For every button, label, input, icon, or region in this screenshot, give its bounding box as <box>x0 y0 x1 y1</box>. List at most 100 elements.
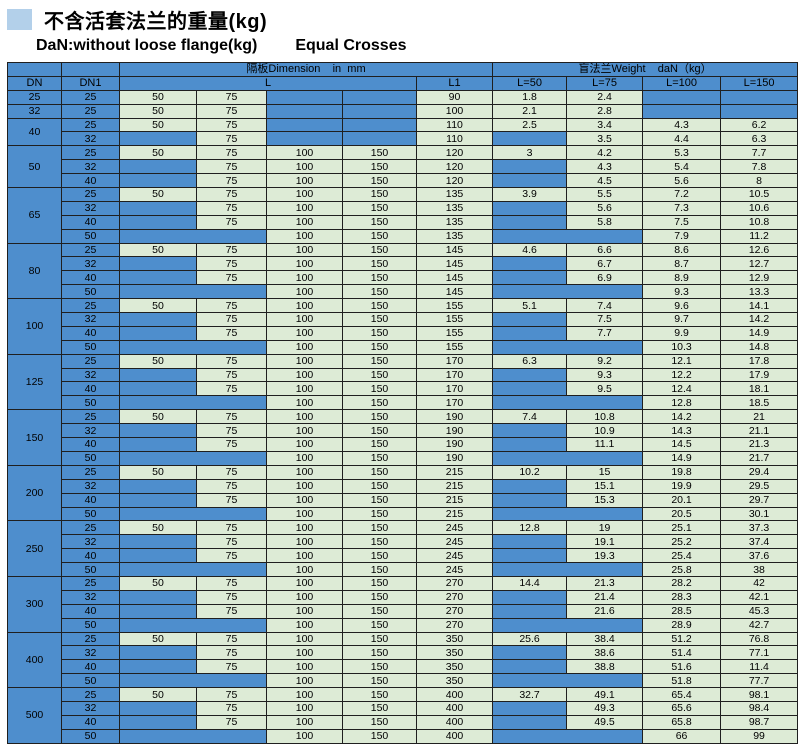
l-dimension-cell: 150 <box>342 409 417 425</box>
l-dimension-cell: 100 <box>266 270 343 286</box>
l-dimension-cell: 100 <box>266 423 343 439</box>
l-dimension-cell: 75 <box>196 423 267 439</box>
weight-cell: 6.2 <box>720 117 799 133</box>
l-dimension-cell: 75 <box>196 242 267 258</box>
l1-cell: 270 <box>415 589 494 605</box>
l-dimension-cell: 100 <box>266 645 343 661</box>
weight-cell: 10.6 <box>720 200 799 216</box>
l1-cell: 400 <box>415 687 494 702</box>
weight-cell: 11.1 <box>566 437 644 452</box>
l1-cell: 215 <box>415 478 494 494</box>
blank-cell <box>492 270 568 286</box>
l-dimension-cell: 100 <box>266 395 343 411</box>
l1-cell: 350 <box>415 645 494 661</box>
dn1-cell: 40 <box>61 548 120 564</box>
l-dimension-cell: 150 <box>342 423 417 439</box>
table-row: 50 100 150 400 66 99 <box>8 728 799 744</box>
l1-cell: 215 <box>415 492 494 508</box>
l1-cell: 270 <box>415 617 494 633</box>
weight-cell: 65.8 <box>642 714 722 730</box>
weight-cell: 10.8 <box>720 214 799 230</box>
table-row: 125 25 50 75 100 150 170 6.3 9.2 12.1 17.8 <box>7 353 799 411</box>
weight-cell: 9.7 <box>642 312 722 327</box>
l-dimension-cell: 75 <box>196 200 267 216</box>
header-w-l50: L=50 <box>492 75 568 91</box>
dn1-cell: 25 <box>61 187 120 202</box>
blank-cell <box>119 714 197 730</box>
l-dimension-cell: 75 <box>196 325 267 341</box>
l-dimension-cell: 75 <box>196 492 267 508</box>
dn1-cell: 32 <box>61 645 120 661</box>
weight-cell: 38.8 <box>566 659 644 675</box>
l-dimension-cell: 75 <box>196 159 267 175</box>
table-row: 50 100 150 155 10.3 14.8 <box>8 339 799 355</box>
l-dimension-cell: 100 <box>266 242 343 258</box>
weight-cell: 2.4 <box>566 89 644 105</box>
blank-cell <box>119 131 197 147</box>
l-dimension-cell: 150 <box>342 589 417 605</box>
l1-cell: 155 <box>415 298 494 314</box>
l1-cell: 400 <box>415 728 494 744</box>
dn1-cell: 25 <box>61 298 120 314</box>
weight-cell: 7.5 <box>642 214 722 230</box>
weight-cell: 14.8 <box>720 339 799 355</box>
l-dimension-cell: 100 <box>266 617 343 633</box>
weight-cell: 14.9 <box>720 325 799 341</box>
weight-cell: 7.4 <box>566 298 644 314</box>
table-row: 40 75 100 150 155 7.7 9.9 14.9 <box>8 325 799 341</box>
l-dimension-cell: 50 <box>119 89 197 105</box>
l-dimension-cell: 150 <box>342 395 417 411</box>
weight-cell: 7.3 <box>642 200 722 216</box>
dn1-cell: 40 <box>61 492 120 508</box>
weight-cell: 29.7 <box>720 492 799 508</box>
l-dimension-cell: 150 <box>342 242 417 258</box>
l1-cell: 100 <box>415 103 494 119</box>
weight-cell: 6.3 <box>720 131 799 147</box>
weight-cell: 12.6 <box>720 242 799 258</box>
dn1-cell: 40 <box>61 214 120 230</box>
l-dimension-cell: 150 <box>342 437 417 452</box>
l-dimension-cell: 150 <box>342 173 417 189</box>
weight-cell: 9.2 <box>566 353 644 369</box>
weight-cell: 8.9 <box>642 270 722 286</box>
header-dimension-span: 隔板Dimension in mm <box>118 62 494 77</box>
blank-cell <box>342 103 417 119</box>
weight-cell: 21 <box>720 409 799 425</box>
l-dimension-cell: 100 <box>266 673 343 689</box>
dn-cell: 40 <box>7 117 62 147</box>
l-dimension-cell: 50 <box>119 117 197 133</box>
l-dimension-cell: 100 <box>266 312 343 327</box>
weight-cell: 12.2 <box>642 367 722 383</box>
table-row: 32 75 100 150 190 10.9 14.3 21.1 <box>8 423 799 439</box>
dn1-cell: 50 <box>61 395 120 411</box>
table-body: 25 25 50 75 90 1.8 2.4 32 25 50 75 100 2.1 2.8 40 25 50 7… <box>7 89 799 744</box>
table-row: 32 75 110 3.5 4.4 6.3 <box>8 131 799 147</box>
weight-cell: 9.5 <box>566 381 644 397</box>
blank-cell <box>492 617 644 633</box>
weight-cell: 4.5 <box>566 173 644 189</box>
blank-cell <box>492 659 568 675</box>
l-dimension-cell: 150 <box>342 312 417 327</box>
dn1-cell: 32 <box>61 423 120 439</box>
l1-cell: 135 <box>415 214 494 230</box>
l-dimension-cell: 75 <box>196 89 267 105</box>
weight-cell: 4.2 <box>566 145 644 161</box>
blank-cell <box>119 270 197 286</box>
table-row: 32 75 100 150 400 49.3 65.6 98.4 <box>8 700 799 716</box>
weight-cell: 7.7 <box>566 325 644 341</box>
dn1-cell: 50 <box>61 339 120 355</box>
blank-cell <box>492 548 568 564</box>
l-dimension-cell: 150 <box>342 145 417 161</box>
blank-cell <box>492 589 568 605</box>
weight-cell: 12.8 <box>642 395 722 411</box>
l1-cell: 90 <box>415 89 494 105</box>
weight-cell: 7.7 <box>720 145 799 161</box>
l-dimension-cell: 100 <box>266 464 343 480</box>
weight-cell: 19 <box>566 520 644 536</box>
l-dimension-cell: 75 <box>196 173 267 189</box>
l1-cell: 215 <box>415 464 494 480</box>
l1-cell: 135 <box>415 228 494 244</box>
l-dimension-cell: 100 <box>266 687 343 702</box>
weight-cell: 42 <box>720 575 799 591</box>
blank-cell <box>119 645 197 661</box>
